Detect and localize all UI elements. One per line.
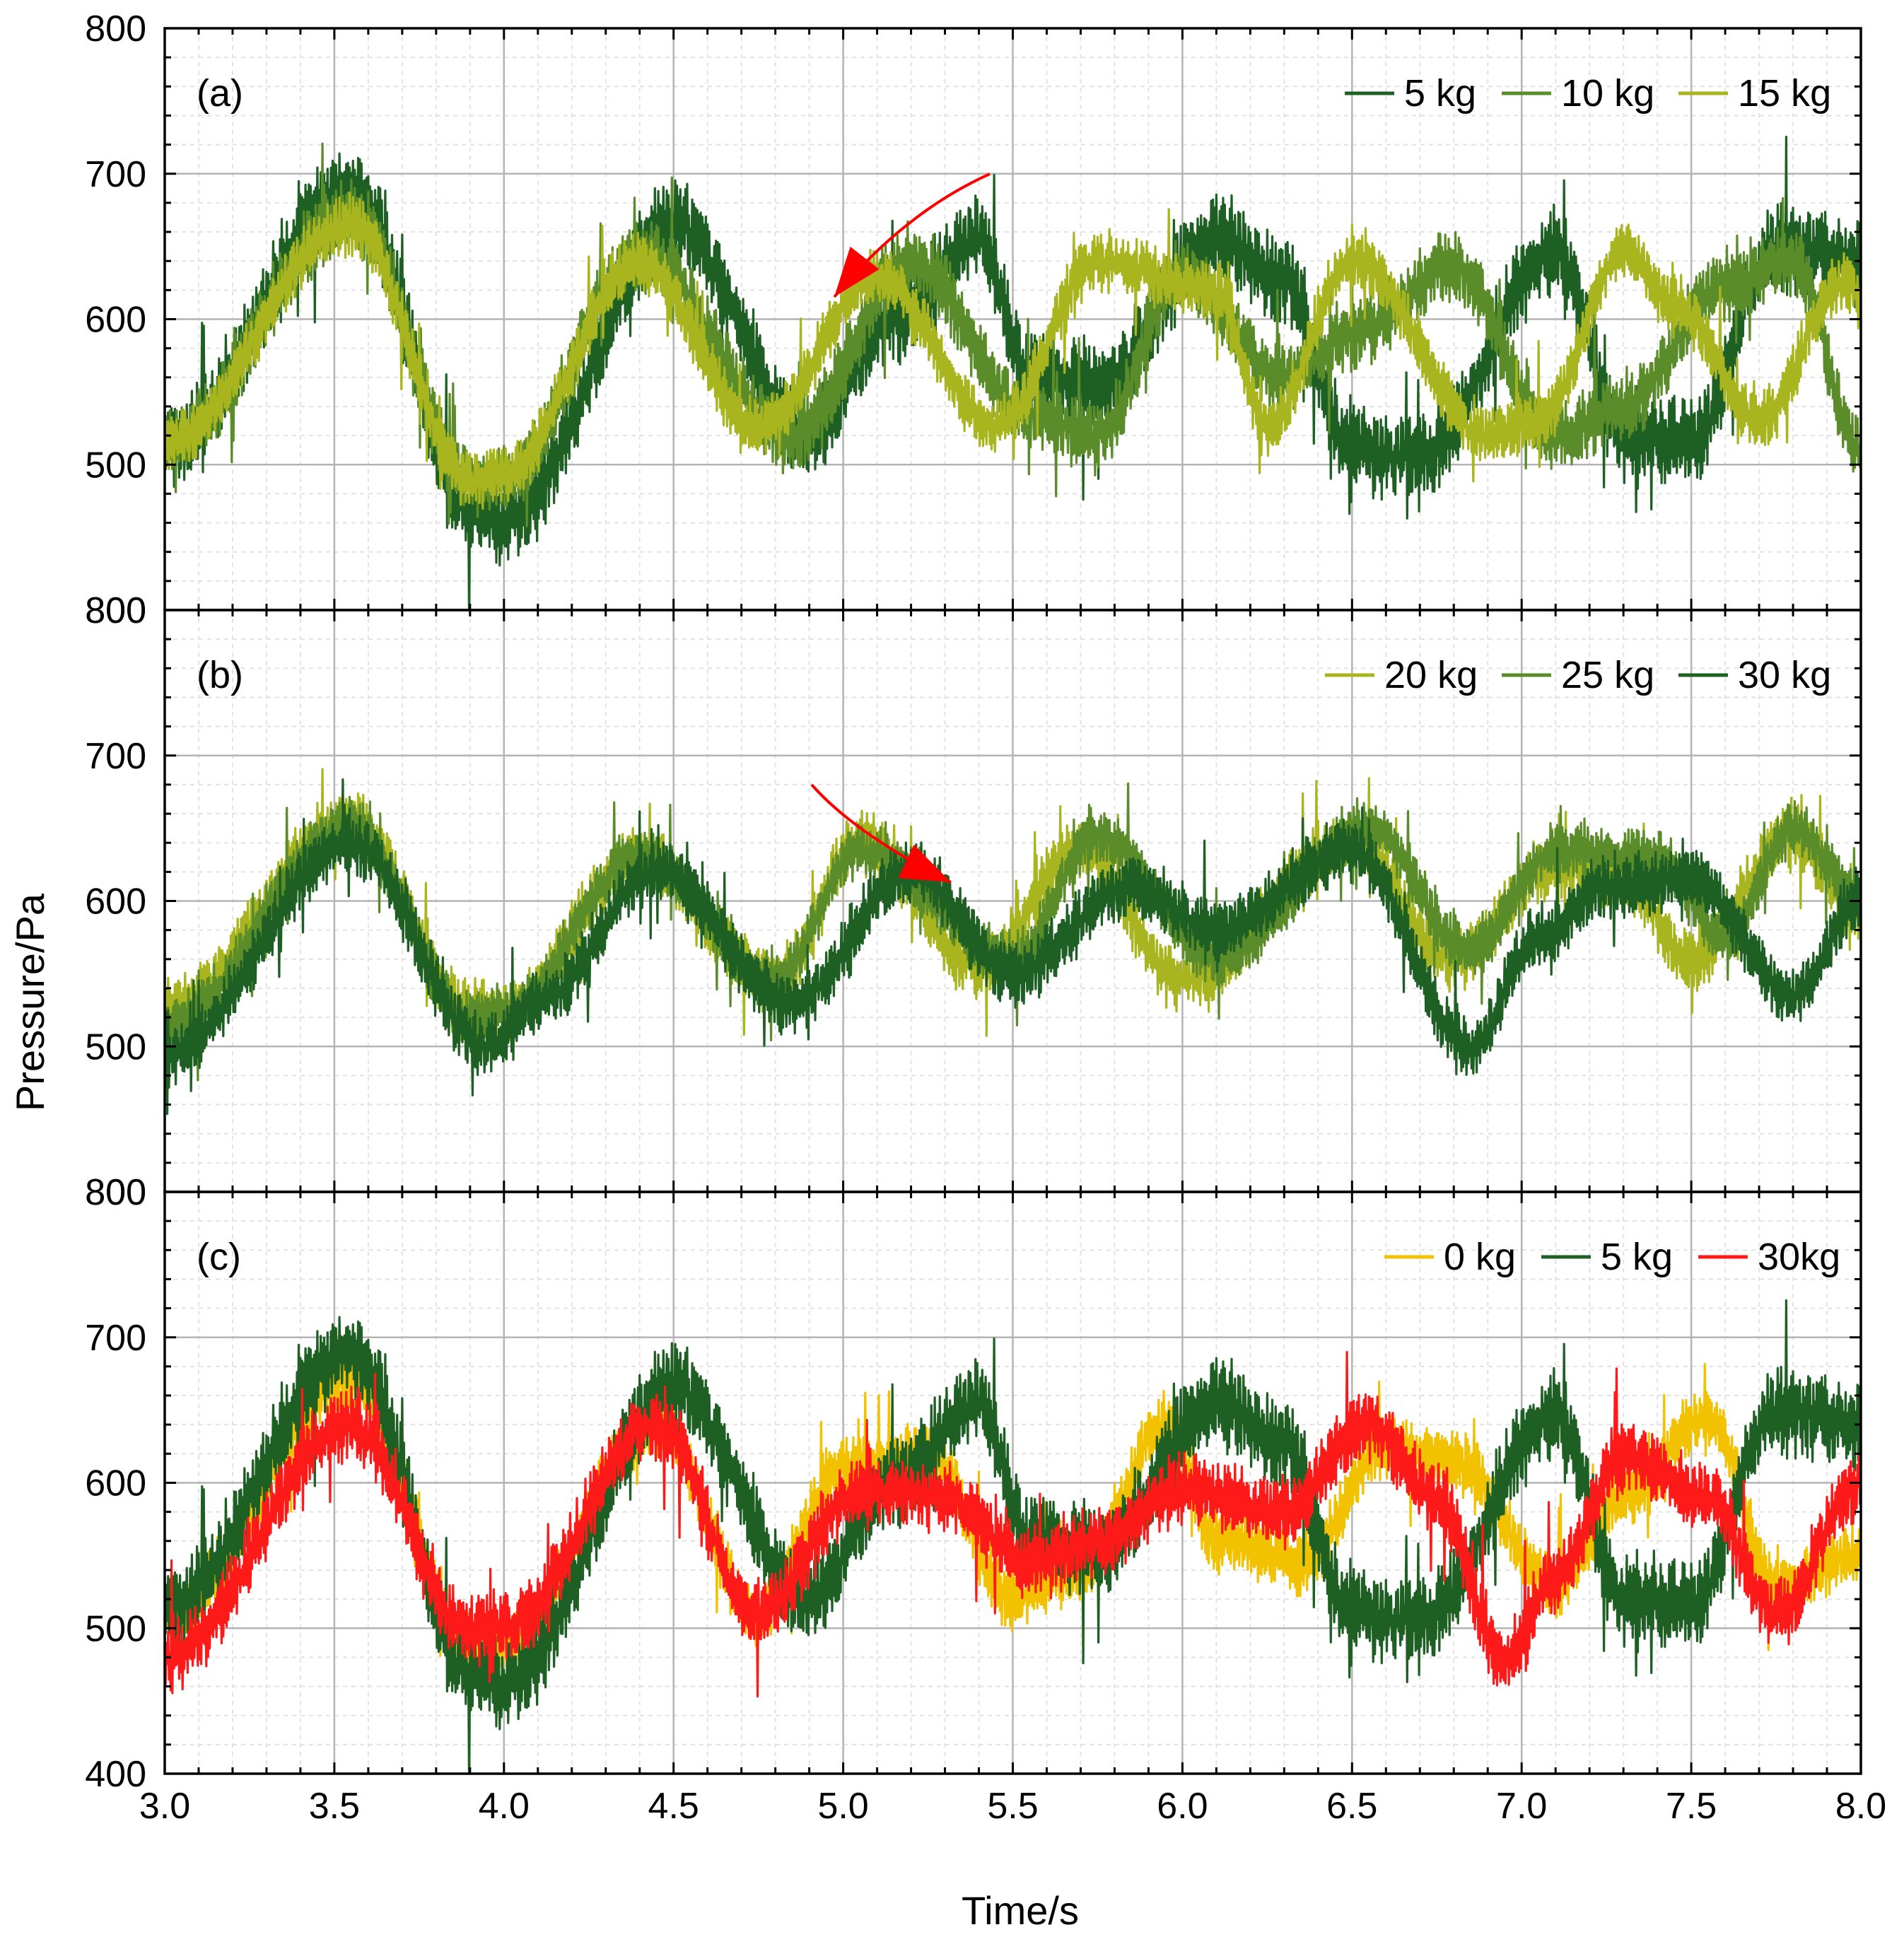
legend-label: 25 kg bbox=[1561, 654, 1654, 696]
panel-c: 400 500 600 700 800 3.0 3.5 4.0 4.5 5.0 5.5 6.0 6.5 7… bbox=[85, 1172, 1886, 1827]
y-tick-label: 500 bbox=[85, 1608, 146, 1649]
x-tick-label: 8.0 bbox=[1835, 1786, 1886, 1827]
series-line-30-kg bbox=[165, 778, 1861, 1116]
y-tick-label: 500 bbox=[85, 1026, 146, 1067]
panel-a: 500 600 700 800 800 (a) 15 kg 10 kg 5 kg bbox=[85, 8, 1862, 631]
y-tick-label: 400 bbox=[85, 1754, 146, 1795]
y-tick-label: 600 bbox=[85, 882, 146, 923]
x-tick-label: 6.0 bbox=[1157, 1786, 1208, 1827]
y-tick-label: 700 bbox=[85, 154, 146, 195]
x-tick-label: 5.0 bbox=[817, 1786, 868, 1827]
x-tick-label: 5.5 bbox=[987, 1786, 1038, 1827]
x-tick-label: 6.5 bbox=[1326, 1786, 1377, 1827]
series-group bbox=[165, 1299, 1861, 1774]
arrow-head bbox=[898, 844, 951, 882]
panel-b: 500 600 700 800 800 (b) 30 kg 25 kg 20 kg bbox=[85, 590, 1862, 1213]
legend-label: 10 kg bbox=[1561, 72, 1654, 115]
legend-label: 30kg bbox=[1758, 1236, 1840, 1278]
legend-label: 5 kg bbox=[1601, 1236, 1673, 1278]
legend: 30kg 5 kg 0 kg bbox=[1384, 1236, 1840, 1278]
red-arrow-annotation bbox=[810, 783, 952, 884]
x-tick-label: 4.0 bbox=[479, 1786, 530, 1827]
panels: 500 600 700 800 800 (a) 15 kg 10 kg 5 kg 500 600 70… bbox=[85, 8, 1886, 1827]
panel-label: (c) bbox=[197, 1236, 241, 1278]
x-tick-label: 3.0 bbox=[139, 1786, 190, 1827]
panel-label: (a) bbox=[197, 72, 243, 115]
legend: 30 kg 25 kg 20 kg bbox=[1325, 654, 1831, 696]
legend-label: 30 kg bbox=[1738, 654, 1831, 696]
y-tick-label: 600 bbox=[85, 300, 146, 341]
x-tick-label: 4.5 bbox=[648, 1786, 699, 1827]
ticks bbox=[163, 1190, 1862, 1775]
legend-label: 15 kg bbox=[1738, 72, 1831, 115]
legend-label: 0 kg bbox=[1444, 1236, 1516, 1278]
y-tick-label: 600 bbox=[85, 1463, 146, 1504]
series-group bbox=[165, 136, 1861, 610]
series-line-5-kg bbox=[165, 1299, 1861, 1774]
y-tick-label: 500 bbox=[85, 445, 146, 486]
y-axis-title: Pressure/Pa bbox=[8, 893, 52, 1111]
red-arrow-annotation bbox=[833, 172, 991, 298]
arrow-head bbox=[834, 246, 880, 297]
legend-label: 5 kg bbox=[1404, 72, 1476, 115]
y-tick-label: 800 bbox=[85, 1172, 146, 1213]
y-tick-label: 800 bbox=[85, 1172, 146, 1213]
y-tick-label: 800 bbox=[85, 590, 146, 631]
x-axis-title: Time/s bbox=[962, 1888, 1079, 1933]
x-tick-label: 7.5 bbox=[1666, 1786, 1717, 1827]
y-tick-label: 800 bbox=[85, 8, 146, 49]
legend-label: 20 kg bbox=[1384, 654, 1478, 696]
x-tick-label: 7.0 bbox=[1496, 1786, 1547, 1827]
x-tick-label: 3.5 bbox=[309, 1786, 360, 1827]
series-line-15-kg bbox=[165, 191, 1861, 510]
series-group bbox=[165, 768, 1861, 1116]
y-tick-label: 800 bbox=[85, 590, 146, 631]
y-tick-label: 700 bbox=[85, 1318, 146, 1359]
legend: 15 kg 10 kg 5 kg bbox=[1345, 72, 1831, 115]
series-line-5-kg bbox=[165, 136, 1861, 610]
panel-label: (b) bbox=[197, 654, 243, 696]
y-tick-label: 700 bbox=[85, 736, 146, 777]
series-line-30kg bbox=[165, 1351, 1861, 1698]
